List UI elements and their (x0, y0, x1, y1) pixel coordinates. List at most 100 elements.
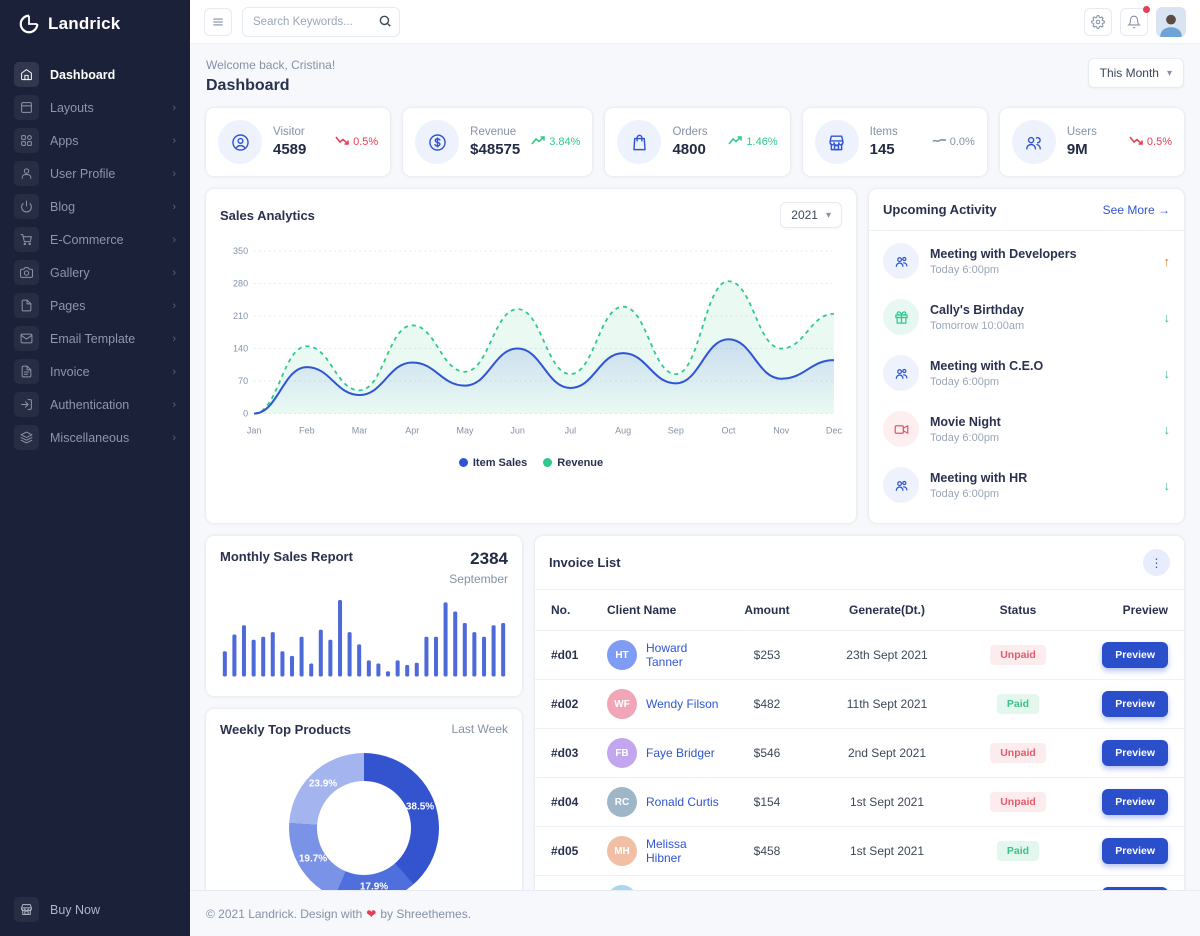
user-avatar[interactable] (1156, 6, 1186, 37)
preview-button[interactable]: Preview (1102, 691, 1168, 717)
invoice-date: 1st Sept 2021 (849, 795, 925, 809)
sidebar-item-user-profile[interactable]: User Profile › (0, 157, 190, 190)
sidebar-item-e-commerce[interactable]: E-Commerce › (0, 223, 190, 256)
stat-trend: 3.84% (531, 136, 580, 148)
arrow-down-icon: ↓ (1163, 309, 1171, 325)
team-icon (883, 243, 919, 279)
invoice-menu-button[interactable]: ⋮ (1143, 549, 1170, 576)
invoice-client: RC Ronald Curtis (605, 778, 722, 826)
invoice-amount: $253 (753, 648, 781, 662)
activity-item[interactable]: Movie Night Today 6:00pm ↓ (883, 401, 1170, 457)
donut-slice-label: 19.7% (298, 853, 328, 865)
period-select-value: This Month (1099, 66, 1159, 80)
client-avatar: WF (607, 689, 637, 719)
status-badge: Paid (996, 841, 1040, 861)
client-name-link[interactable]: Faye Bridger (646, 746, 715, 760)
search-input[interactable] (242, 6, 400, 37)
stat-label: Visitor (273, 126, 305, 138)
sidebar-item-layouts[interactable]: Layouts › (0, 91, 190, 124)
status-badge: Unpaid (990, 645, 1046, 665)
sidebar-item-dashboard[interactable]: Dashboard (0, 58, 190, 91)
sidebar-item-label: Apps (50, 133, 79, 148)
sidebar-item-authentication[interactable]: Authentication › (0, 388, 190, 421)
legend-item[interactable]: Item Sales (458, 457, 527, 469)
see-more-link[interactable]: See More → (1102, 202, 1170, 217)
dashboard-content: Welcome back, Cristina! Dashboard This M… (190, 44, 1200, 890)
preview-button[interactable]: Preview (1102, 838, 1168, 864)
client-name-link[interactable]: Melissa Hibner (646, 837, 687, 865)
products-donut-chart: 38.5% 17.9% 19.7% 23.9% (289, 752, 439, 890)
sidebar-item-apps[interactable]: Apps › (0, 124, 190, 157)
sidebar-item-blog[interactable]: Blog › (0, 190, 190, 223)
settings-button[interactable] (1084, 7, 1112, 36)
client-avatar: HT (607, 640, 637, 670)
sidebar-item-miscellaneous[interactable]: Miscellaneous › (0, 421, 190, 454)
monthly-sales-title: Monthly Sales Report (220, 549, 353, 564)
preview-button[interactable]: Preview (1102, 789, 1168, 815)
period-select[interactable]: This Month ▾ (1087, 58, 1184, 88)
monthly-sales-month: September (449, 572, 508, 586)
invoice-number: #d03 (551, 746, 579, 760)
chevron-right-icon: › (172, 200, 176, 213)
client-name-link[interactable]: Howard Tanner (646, 641, 688, 669)
status-badge: Unpaid (990, 792, 1046, 812)
chevron-right-icon: › (172, 167, 176, 180)
hamburger-menu-button[interactable] (204, 7, 232, 36)
search-icon[interactable] (378, 14, 392, 28)
activity-item-time: Tomorrow 10:00am (930, 319, 1025, 332)
activity-item-time: Today 6:00pm (930, 487, 1000, 500)
sidebar-item-invoice[interactable]: Invoice › (0, 355, 190, 388)
page-icon (14, 293, 39, 318)
invoice-row: #d01 HT Howard Tanner $253 23th Sept 2021 Unp… (535, 631, 1184, 680)
status-badge: Unpaid (990, 743, 1046, 763)
landrick-logo-icon (19, 14, 39, 34)
arrow-down-icon: ↓ (1163, 421, 1171, 437)
invoice-client: MH Melissa Hibner (605, 827, 722, 875)
bell-icon (1127, 15, 1141, 28)
invoice-amount: $154 (753, 795, 781, 809)
stat-card-visitor: Visitor 4589 0.5% (206, 108, 391, 176)
sidebar-item-label: Dashboard (50, 67, 116, 82)
invoice-row: #d06RCRandall Case$54828th Aug 2021PaidP… (535, 876, 1184, 890)
svg-text:Aug: Aug (615, 426, 631, 436)
status-badge: Paid (996, 694, 1040, 714)
client-name-link[interactable]: Ronald Curtis (646, 795, 719, 809)
activity-item-title: Movie Night (930, 414, 1001, 429)
svg-text:140: 140 (233, 344, 248, 354)
movie-icon (883, 411, 919, 447)
sidebar-item-label: Email Template (50, 331, 136, 346)
stat-label: Orders (672, 126, 708, 138)
sidebar-item-pages[interactable]: Pages › (0, 289, 190, 322)
sidebar-item-label: Blog (50, 199, 76, 214)
preview-button[interactable]: Preview (1102, 887, 1168, 890)
client-name-link[interactable]: Wendy Filson (646, 697, 719, 711)
donut-slice-label: 17.9% (359, 881, 389, 890)
preview-button[interactable]: Preview (1102, 740, 1168, 766)
sidebar-item-gallery[interactable]: Gallery › (0, 256, 190, 289)
preview-button[interactable]: Preview (1102, 642, 1168, 668)
brand-logo[interactable]: Landrick (0, 0, 190, 48)
invoice-number: #d02 (551, 697, 579, 711)
stat-trend: 0.5% (1129, 136, 1172, 148)
notifications-button[interactable] (1120, 5, 1150, 36)
invoice-client: HT Howard Tanner (605, 631, 722, 679)
stat-value: 4800 (672, 141, 706, 158)
invoice-client: FB Faye Bridger (605, 729, 722, 777)
legend-item[interactable]: Revenue (543, 457, 603, 469)
chevron-right-icon: › (172, 266, 176, 279)
activity-item[interactable]: Meeting with HR Today 6:00pm ↓ (883, 457, 1170, 513)
svg-text:0: 0 (243, 409, 248, 419)
activity-title: Upcoming Activity (883, 202, 997, 217)
invoice-number: #d04 (551, 795, 579, 809)
buy-now-button[interactable]: Buy Now (0, 883, 190, 936)
monthly-sales-card: Monthly Sales Report 2384 September (206, 536, 522, 696)
activity-item[interactable]: Meeting with C.E.O Today 6:00pm ↓ (883, 345, 1170, 401)
activity-item[interactable]: Cally's Birthday Tomorrow 10:00am ↓ (883, 289, 1170, 345)
invoice-column-header: No. (551, 603, 571, 617)
invoice-column-header: Client Name (607, 603, 677, 617)
sidebar-item-email-template[interactable]: Email Template › (0, 322, 190, 355)
year-select[interactable]: 2021 ▾ (780, 202, 842, 228)
activity-item[interactable]: Meeting with Developers Today 6:00pm ↑ (883, 233, 1170, 289)
stat-value: 4589 (273, 141, 307, 158)
client-avatar: RC (607, 787, 637, 817)
